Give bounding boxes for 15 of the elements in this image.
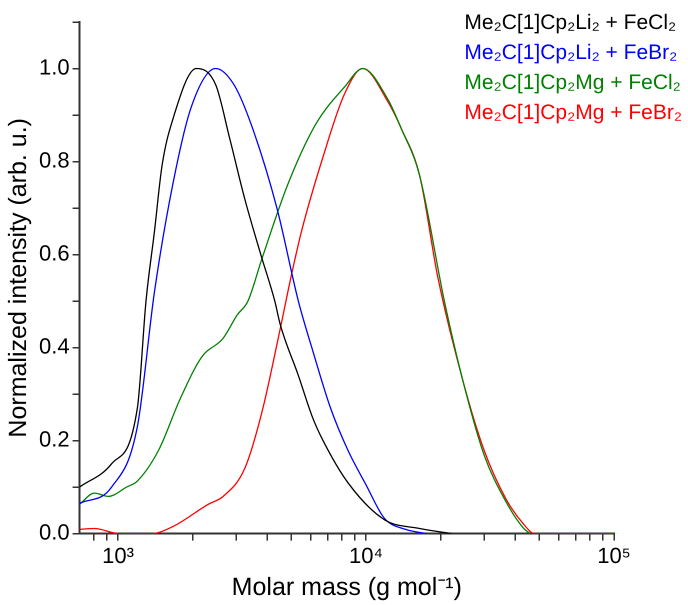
y-tick-label: 0.2 (38, 426, 70, 452)
text: Me₂C[1]Cp₂Mg + FeCl₂ (464, 70, 682, 96)
text: Me₂C[1]Cp₂Li₂ + FeCl₂ (464, 10, 678, 36)
y-tick-label: 1.0 (38, 54, 70, 80)
text: Me₂C[1]Cp₂Li₂ + FeBr₂ (464, 40, 678, 66)
x-tick-label: 10⁴ (349, 542, 383, 568)
y-axis-title: Normalized intensity (arb. u.) (4, 118, 32, 438)
text: 0.0 (38, 520, 70, 545)
y-tick-label: 0.4 (38, 334, 70, 359)
x-tick-label: 10³ (102, 542, 134, 568)
y-tick-label: 0.8 (38, 148, 70, 173)
x-tick-label: 10⁵ (597, 542, 631, 568)
text: Me₂C[1]Cp₂Mg + FeBr₂ (464, 100, 682, 126)
y-tick-label: 0.6 (38, 240, 70, 266)
x-axis-title: Molar mass (g mol⁻¹) (232, 572, 462, 601)
